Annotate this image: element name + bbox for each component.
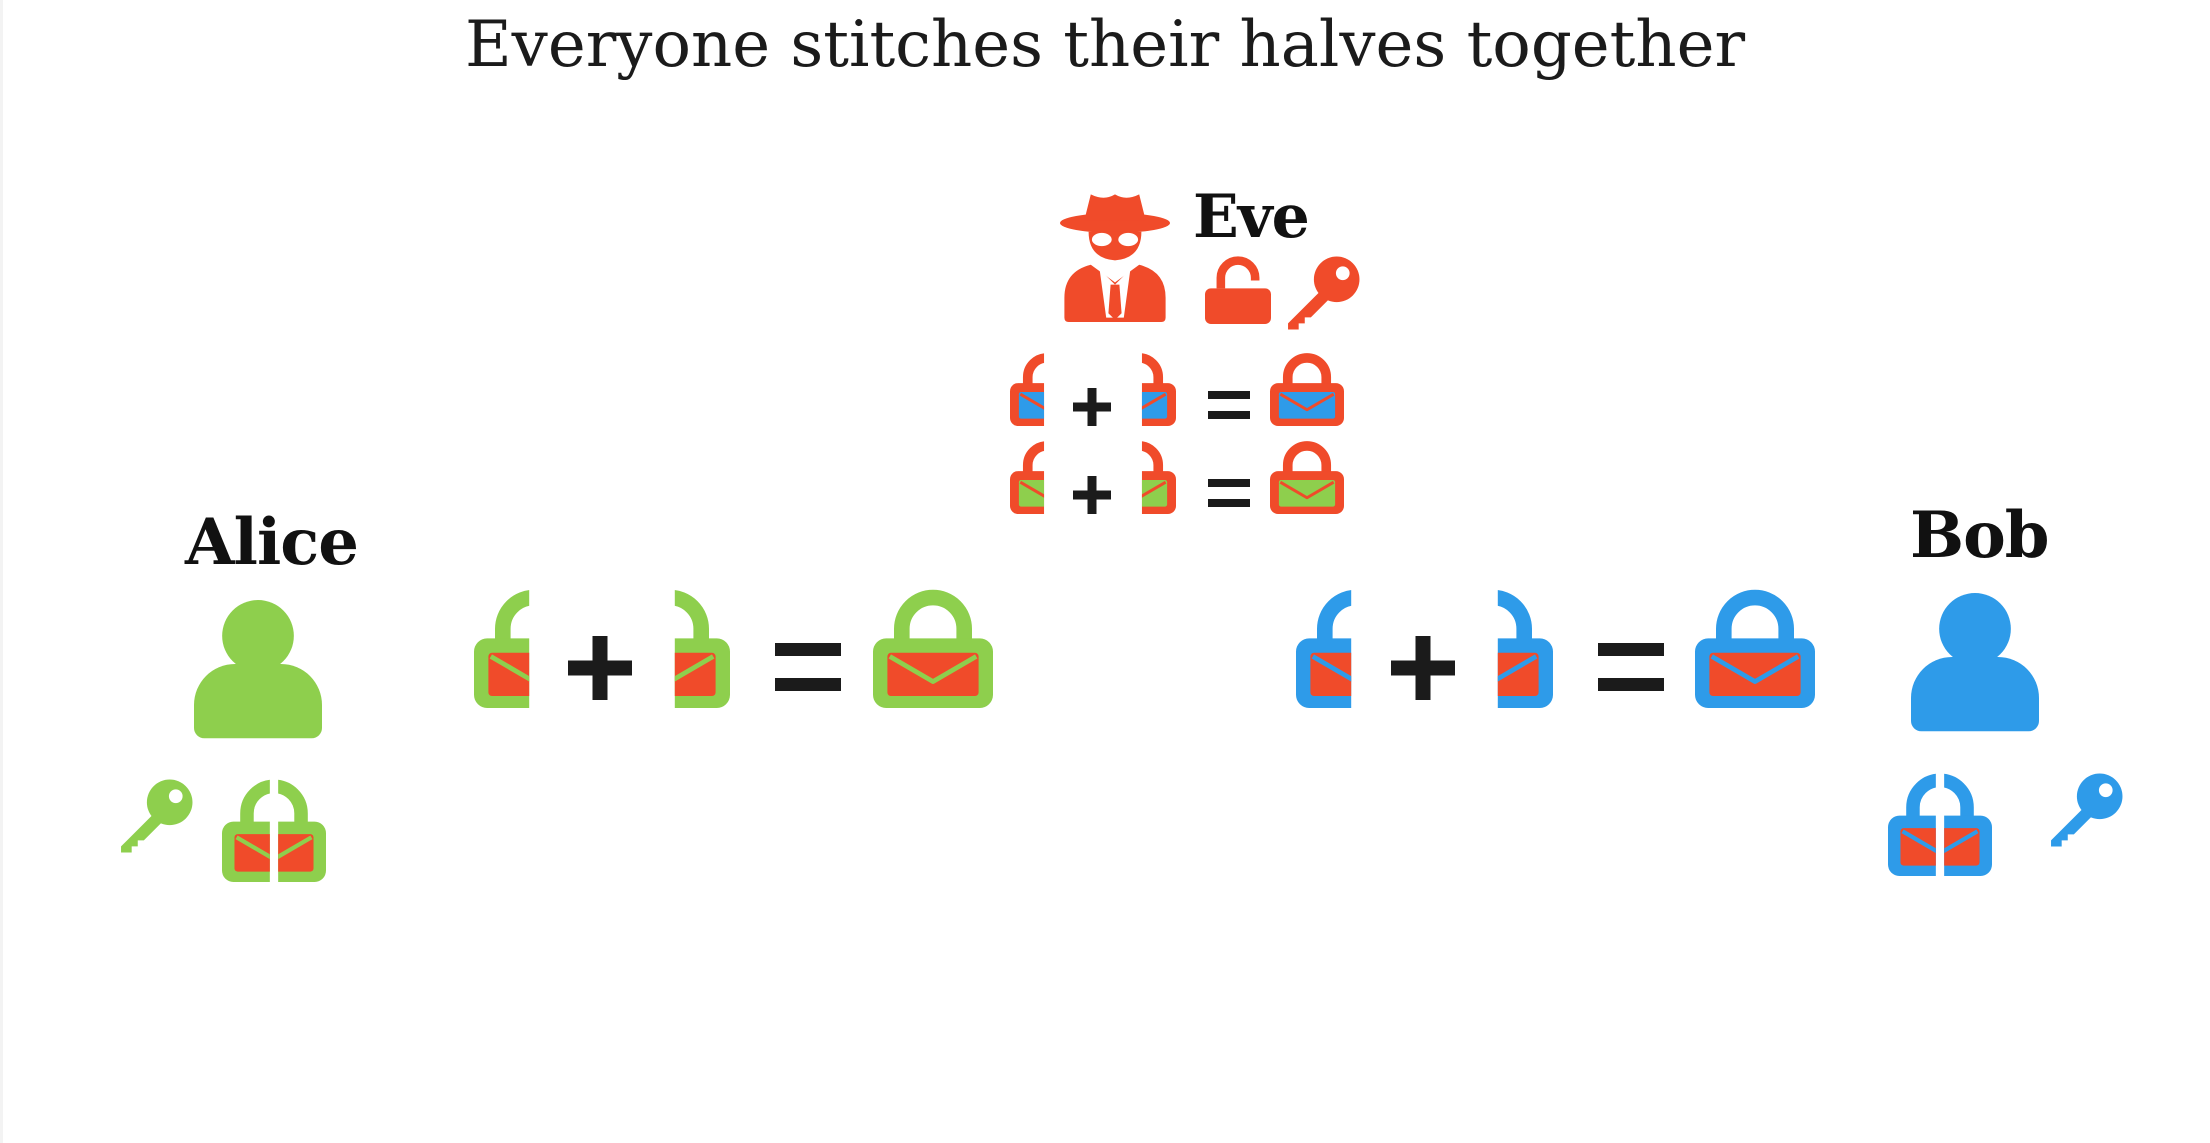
alice-split-padlock-right: [278, 779, 326, 882]
eve-eq1-right-half-padlock-icon: [1141, 353, 1176, 426]
spy-icon: [1060, 194, 1170, 322]
bob-user-icon: [1911, 593, 2039, 732]
bob-eq-plus-sign: [1391, 636, 1455, 700]
bob-split-padlock-left: [1888, 773, 1936, 876]
bob-eq-equals-sign: [1598, 643, 1664, 691]
bob-split-padlock-right: [1944, 773, 1992, 876]
eve-eq1-locked-envelope-padlock-icon: [1270, 353, 1344, 426]
alice-eq-left-half-padlock-icon: [474, 590, 530, 708]
alice-eq-locked-envelope-padlock-icon: [873, 589, 993, 708]
eve-eq2-locked-envelope-padlock-icon: [1270, 441, 1344, 514]
eve-eq2-equals-sign: [1208, 479, 1250, 507]
alice-eq-plus-sign: [568, 636, 632, 700]
eve-eq2-left-half-padlock-icon: [1010, 441, 1045, 514]
key-icon: [1288, 256, 1360, 330]
eve-name: Eve: [1193, 182, 1310, 252]
alice-user-icon: [194, 600, 322, 739]
alice-eq-right-half-padlock-icon: [674, 590, 730, 708]
eve-eq1-plus-sign: [1073, 388, 1111, 426]
bob-eq-right-half-padlock-icon: [1497, 590, 1553, 708]
alice-split-padlock-left: [222, 779, 270, 882]
open-padlock-icon: [1205, 256, 1271, 324]
eve-eq2-right-half-padlock-icon: [1141, 441, 1176, 514]
bob-eq-locked-envelope-padlock-icon: [1695, 589, 1815, 708]
alice-key-icon: [121, 779, 193, 853]
bob-eq-left-half-padlock-icon: [1296, 590, 1352, 708]
eve-eq2-plus-sign: [1073, 476, 1111, 514]
bob-key-icon: [2051, 773, 2123, 847]
eve-eq1-left-half-padlock-icon: [1010, 353, 1045, 426]
bob-name: Bob: [1910, 498, 2050, 573]
slide-title: Everyone stitches their halves together: [464, 8, 1746, 82]
left-edge-rule: [0, 0, 3, 1143]
alice-eq-equals-sign: [775, 643, 841, 691]
alice-name: Alice: [185, 505, 359, 580]
eve-eq1-equals-sign: [1208, 391, 1250, 419]
